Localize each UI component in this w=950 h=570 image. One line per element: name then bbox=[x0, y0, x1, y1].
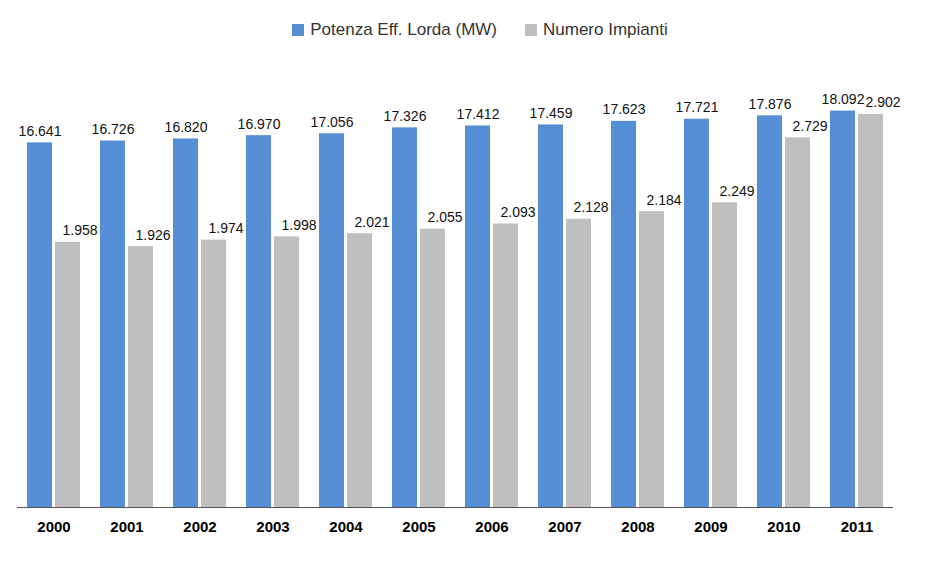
svg-text:2011: 2011 bbox=[841, 518, 874, 535]
svg-text:2.249: 2.249 bbox=[719, 183, 754, 199]
svg-text:2.729: 2.729 bbox=[792, 118, 827, 134]
svg-text:17.326: 17.326 bbox=[384, 108, 427, 124]
svg-text:1.926: 1.926 bbox=[135, 227, 170, 243]
svg-text:17.056: 17.056 bbox=[311, 114, 354, 130]
svg-text:17.876: 17.876 bbox=[749, 96, 792, 112]
svg-text:2003: 2003 bbox=[256, 518, 289, 535]
svg-text:2006: 2006 bbox=[475, 518, 508, 535]
svg-text:2004: 2004 bbox=[329, 518, 363, 535]
svg-text:2001: 2001 bbox=[110, 518, 143, 535]
svg-text:2008: 2008 bbox=[621, 518, 654, 535]
svg-text:17.721: 17.721 bbox=[676, 99, 719, 115]
svg-text:2.902: 2.902 bbox=[865, 94, 900, 110]
html-text:Numero Impianti: Numero Impianti bbox=[543, 20, 668, 39]
svg-text:2.093: 2.093 bbox=[500, 204, 535, 220]
svg-text:16.726: 16.726 bbox=[92, 121, 135, 137]
svg-text:2002: 2002 bbox=[183, 518, 216, 535]
svg-text:17.623: 17.623 bbox=[603, 101, 646, 117]
svg-text:2.021: 2.021 bbox=[354, 214, 389, 230]
svg-text:1.974: 1.974 bbox=[208, 220, 243, 236]
svg-text:2.128: 2.128 bbox=[573, 199, 608, 215]
svg-text:2007: 2007 bbox=[548, 518, 581, 535]
svg-text:1.958: 1.958 bbox=[62, 222, 97, 238]
svg-text:16.641: 16.641 bbox=[19, 123, 62, 139]
svg-text:16.970: 16.970 bbox=[238, 116, 281, 132]
svg-text:2.055: 2.055 bbox=[427, 209, 462, 225]
svg-text:2010: 2010 bbox=[767, 518, 800, 535]
svg-text:17.459: 17.459 bbox=[530, 105, 573, 121]
svg-text:2.184: 2.184 bbox=[646, 192, 681, 208]
svg-text:1.998: 1.998 bbox=[281, 217, 316, 233]
svg-text:17.412: 17.412 bbox=[457, 106, 500, 122]
svg-text:2005: 2005 bbox=[402, 518, 435, 535]
svg-text:16.820: 16.820 bbox=[165, 119, 208, 135]
svg-text:2009: 2009 bbox=[694, 518, 727, 535]
svg-text:18.092: 18.092 bbox=[822, 91, 865, 107]
svg-text:2000: 2000 bbox=[37, 518, 70, 535]
html-text:Potenza Eff. Lorda (MW): Potenza Eff. Lorda (MW) bbox=[310, 20, 497, 39]
